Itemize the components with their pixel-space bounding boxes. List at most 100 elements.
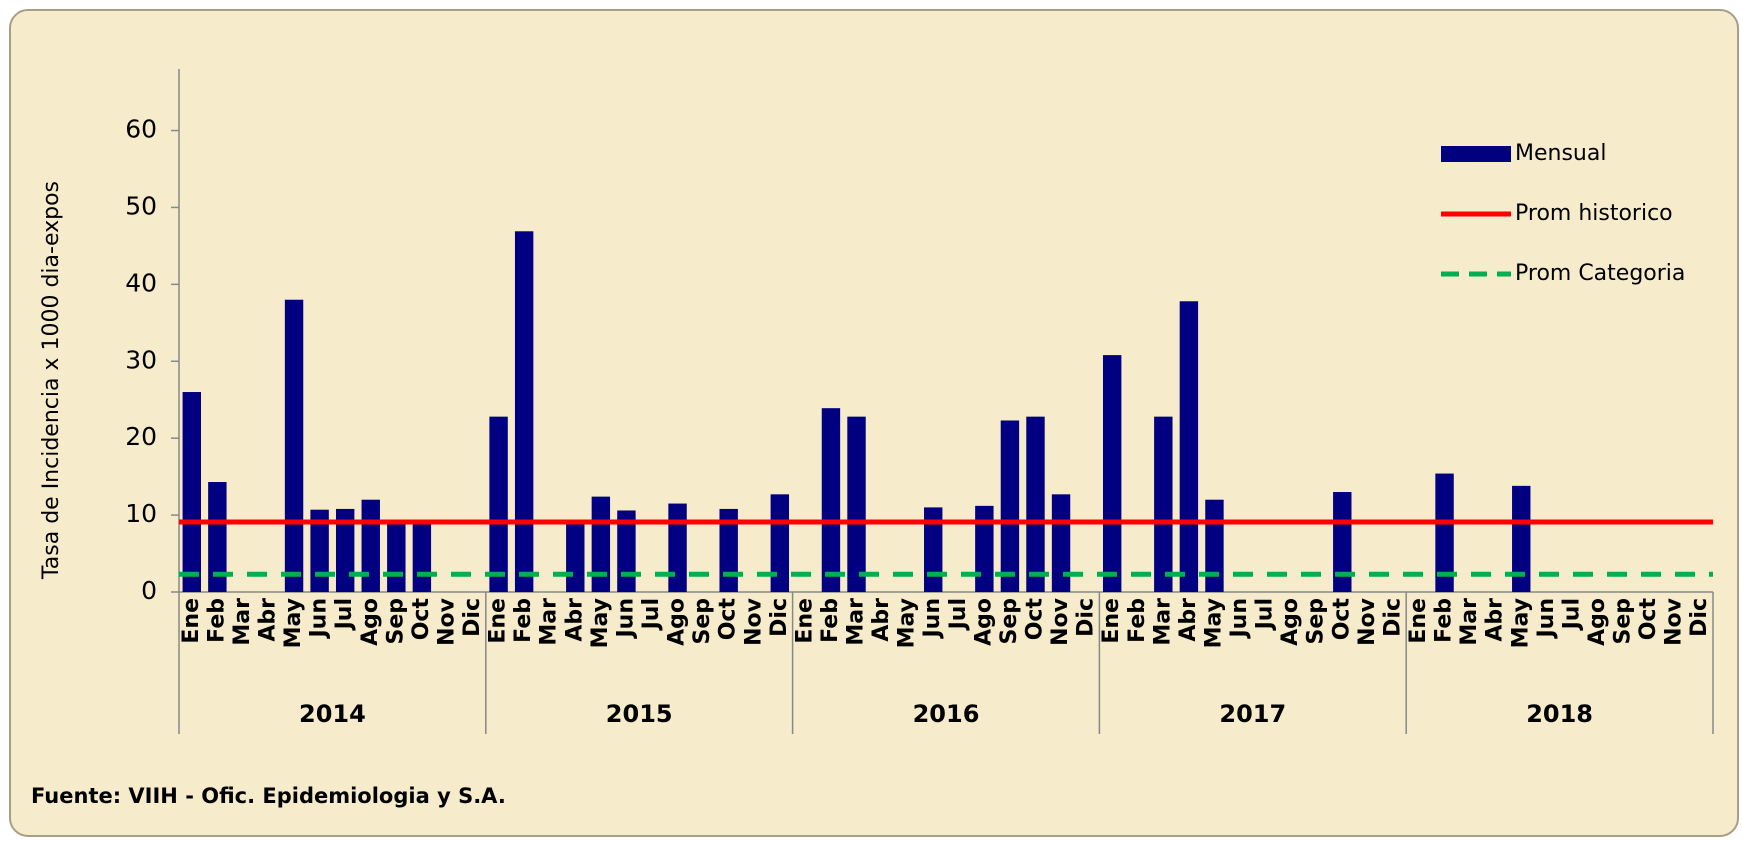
x-tick-label: Sep [690, 598, 715, 645]
x-tick-label: Abr [1176, 598, 1201, 642]
bar [335, 508, 355, 592]
bar [1154, 416, 1173, 592]
x-tick-label: May [1508, 598, 1533, 648]
x-tick-label: Feb [1125, 598, 1150, 643]
x-tick-label: Jun [920, 598, 945, 640]
bar [847, 416, 866, 592]
bar [566, 522, 585, 592]
bar [182, 392, 201, 592]
x-tick-label: Nov [1048, 597, 1073, 646]
legend-label: Prom Categoria [1515, 261, 1685, 286]
x-tick-label: May [895, 598, 920, 648]
x-tick-label: Sep [997, 598, 1022, 645]
x-tick-label: Sep [383, 598, 408, 645]
y-tick-label: 40 [125, 268, 157, 297]
x-tick-label: Abr [562, 598, 587, 642]
x-tick-label: Abr [255, 598, 280, 642]
x-tick-label: Mar [1150, 598, 1175, 646]
bar [1051, 494, 1071, 592]
x-tick-label: Feb [1432, 598, 1457, 643]
year-label: 2014 [299, 700, 366, 728]
year-label: 2016 [913, 700, 980, 728]
x-tick-label: Dic [460, 598, 485, 637]
x-tick-label: Dic [767, 598, 792, 637]
x-tick-label: Nov [1662, 597, 1687, 646]
bar [617, 510, 636, 592]
x-tick-label: May [281, 598, 306, 648]
bar [1435, 473, 1454, 592]
bar [821, 408, 841, 592]
x-tick-label: Abr [869, 598, 894, 642]
bar [310, 509, 329, 592]
year-label: 2017 [1219, 700, 1286, 728]
x-tick-label: Jul [332, 598, 357, 631]
bar [1102, 355, 1122, 592]
bar [770, 494, 790, 592]
x-tick-label: Oct [1636, 598, 1661, 641]
chart-background [9, 9, 1739, 837]
x-tick-label: Jul [1253, 598, 1278, 631]
x-tick-label: May [588, 598, 613, 648]
x-tick-label: Ago [1585, 598, 1610, 646]
x-tick-label: Dic [1687, 598, 1712, 637]
x-tick-label: Sep [1304, 598, 1329, 645]
bar [284, 299, 304, 592]
bar [1026, 416, 1045, 592]
bar [208, 482, 227, 592]
x-tick-label: Jun [307, 598, 332, 640]
y-tick-label: 30 [125, 345, 157, 374]
bar [975, 505, 994, 592]
x-tick-label: Oct [1022, 598, 1047, 641]
y-tick-label: 20 [125, 422, 157, 451]
x-tick-label: Nov [741, 597, 766, 646]
x-tick-label: Dic [1380, 598, 1405, 637]
bar [668, 503, 687, 592]
bar [387, 522, 406, 592]
x-tick-label: Ene [486, 598, 511, 644]
x-tick-label: Jul [639, 598, 664, 631]
bar [924, 507, 943, 592]
x-tick-label: Mar [1457, 598, 1482, 646]
bar [361, 499, 380, 592]
x-tick-label: Ago [971, 598, 996, 646]
x-tick-label: Nov [434, 597, 459, 646]
year-label: 2018 [1526, 700, 1593, 728]
y-tick-label: 0 [141, 576, 157, 605]
bar [1000, 420, 1020, 592]
bar [1333, 492, 1352, 592]
y-tick-label: 50 [125, 191, 157, 220]
x-tick-label: Ene [179, 598, 204, 644]
y-tick-label: 10 [125, 499, 157, 528]
x-tick-label: Jun [1534, 598, 1559, 640]
x-tick-label: Feb [204, 598, 229, 643]
x-tick-label: Jul [946, 598, 971, 631]
x-tick-label: Jun [613, 598, 638, 640]
x-tick-label: Mar [537, 598, 562, 646]
bar [719, 508, 738, 592]
legend-swatch [1441, 146, 1511, 162]
x-tick-label: Jun [1227, 598, 1252, 640]
x-tick-label: Feb [511, 598, 536, 643]
x-tick-label: Nov [1355, 597, 1380, 646]
x-tick-label: Oct [716, 598, 741, 641]
x-tick-label: Ago [358, 598, 383, 646]
bar [1179, 301, 1199, 592]
x-tick-label: Ago [665, 598, 690, 646]
bar [514, 231, 534, 593]
bar [1512, 485, 1531, 592]
x-tick-label: Ene [1406, 598, 1431, 644]
x-tick-label: Abr [1483, 598, 1508, 642]
x-tick-label: Oct [1329, 598, 1354, 641]
bar [591, 496, 611, 592]
x-tick-label: Ene [792, 598, 817, 644]
legend-label: Prom historico [1515, 201, 1673, 226]
x-tick-label: Ago [1278, 598, 1303, 646]
y-tick-label: 60 [125, 115, 157, 144]
x-tick-label: Mar [844, 598, 869, 646]
x-tick-label: May [1201, 598, 1226, 648]
y-axis-label: Tasa de Incidencia x 1000 dia-expos [39, 181, 64, 580]
bar [412, 521, 432, 592]
bar [489, 416, 508, 592]
